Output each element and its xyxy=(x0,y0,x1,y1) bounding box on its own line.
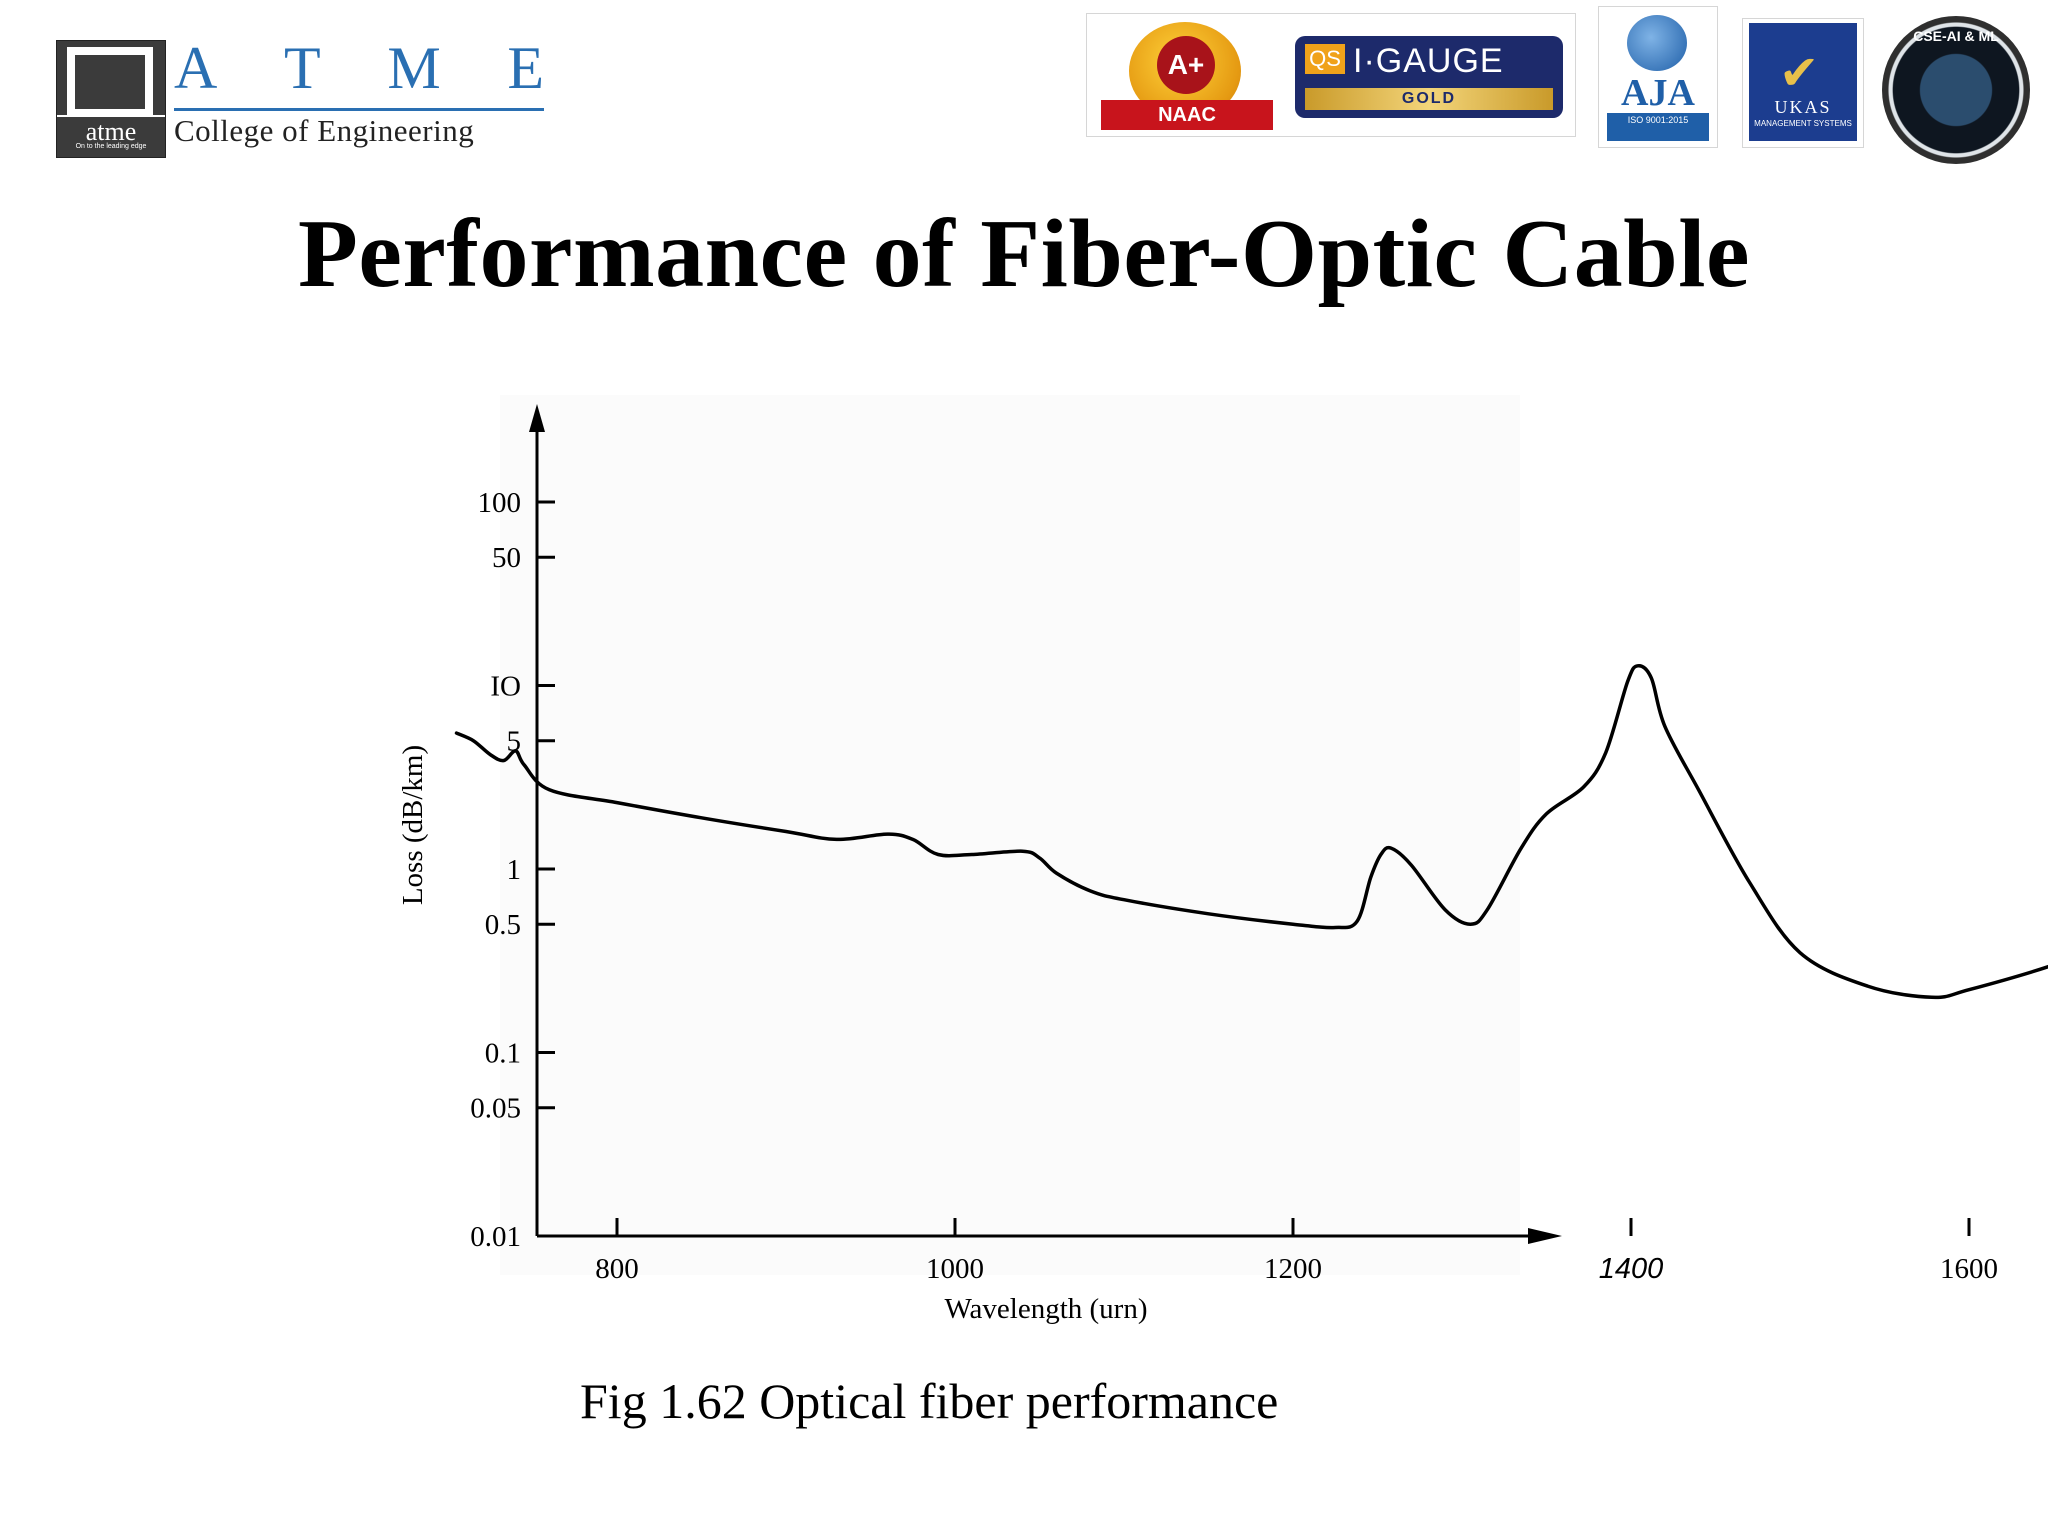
y-tick-label: 50 xyxy=(492,542,521,574)
aja-name: AJA xyxy=(1621,72,1695,114)
accreditation-badge-strip: A+ NAAC QS I·GAUGE GOLD xyxy=(1086,13,1576,137)
atme-letter: T xyxy=(284,35,321,101)
igauge-name: I·GAUGE xyxy=(1353,42,1504,80)
checkmark-icon: ✔ xyxy=(1779,45,1820,101)
naac-grade: A+ xyxy=(1157,36,1215,94)
aja-iso: ISO 9001:2015 xyxy=(1607,113,1709,141)
chart-axes xyxy=(529,404,1562,1244)
ukas-badge: ✔ UKAS MANAGEMENT SYSTEMS xyxy=(1742,18,1864,148)
naac-label: NAAC xyxy=(1101,100,1273,130)
x-axis-label: Wavelength (urn) xyxy=(945,1293,1148,1325)
x-axis-arrow-icon xyxy=(1528,1228,1562,1244)
atme-short-name: atme xyxy=(57,115,165,147)
y-tick-label: 0.5 xyxy=(485,909,521,941)
chart-plot-area xyxy=(454,663,2048,1000)
loss-curve xyxy=(454,663,2048,1000)
igauge-badge: QS I·GAUGE GOLD xyxy=(1295,36,1563,118)
y-tick-label: 0.05 xyxy=(470,1093,521,1125)
y-axis-label: Loss (dB/km) xyxy=(397,745,429,905)
naac-badge: A+ NAAC xyxy=(1101,20,1273,132)
figure-caption: Fig 1.62 Optical fiber performance xyxy=(580,1373,1279,1429)
atme-letters: A T M E xyxy=(174,34,544,103)
atme-emblem: atme On to the leading edge xyxy=(56,40,166,158)
cse-aiml-badge: CSE-AI & ML xyxy=(1882,16,2030,164)
ukas-box: ✔ UKAS MANAGEMENT SYSTEMS xyxy=(1749,23,1857,141)
atme-tagline: On to the leading edge xyxy=(75,143,147,150)
y-tick-label: 100 xyxy=(478,487,522,519)
aja-badge: AJA ISO 9001:2015 xyxy=(1598,6,1718,148)
y-tick-label: 0.01 xyxy=(470,1221,521,1253)
igauge-rating: GOLD xyxy=(1305,88,1553,110)
atme-letter: M xyxy=(387,35,441,101)
y-tick-label: 1 xyxy=(507,854,522,886)
y-tick-label: IO xyxy=(490,671,521,703)
x-tick-label: 1200 xyxy=(1264,1253,1322,1285)
x-tick-label: 1400 xyxy=(1599,1253,1664,1285)
x-tick-label: 800 xyxy=(595,1253,639,1285)
cse-ring-text: CSE-AI & ML xyxy=(1913,28,1999,44)
y-tick-label: 5 xyxy=(507,726,522,758)
emblem-frame xyxy=(67,47,153,117)
ukas-name: UKAS xyxy=(1774,97,1832,117)
x-tick-label: 1600 xyxy=(1940,1253,1998,1285)
atme-college-logo: atme On to the leading edge A T M E Coll… xyxy=(56,35,544,158)
chart-background xyxy=(500,395,1520,1275)
qs-mark: QS xyxy=(1305,44,1345,74)
atme-subtitle: College of Engineering xyxy=(174,108,544,149)
atme-letter: A xyxy=(174,35,218,101)
y-tick-label: 0.1 xyxy=(485,1038,521,1070)
ukas-sub: MANAGEMENT SYSTEMS xyxy=(1754,119,1852,128)
slide-title: Performance of Fiber-Optic Cable xyxy=(298,200,1750,308)
x-tick-label: 1000 xyxy=(926,1253,984,1285)
globe-icon xyxy=(1627,15,1687,71)
chart-ticks: 100 50 IO 5 1 0.5 0.1 0.05 0.01 800 1000 1200 1400 16… xyxy=(470,487,1998,1285)
y-axis-arrow-icon xyxy=(529,404,545,432)
atme-letter: E xyxy=(507,35,544,101)
